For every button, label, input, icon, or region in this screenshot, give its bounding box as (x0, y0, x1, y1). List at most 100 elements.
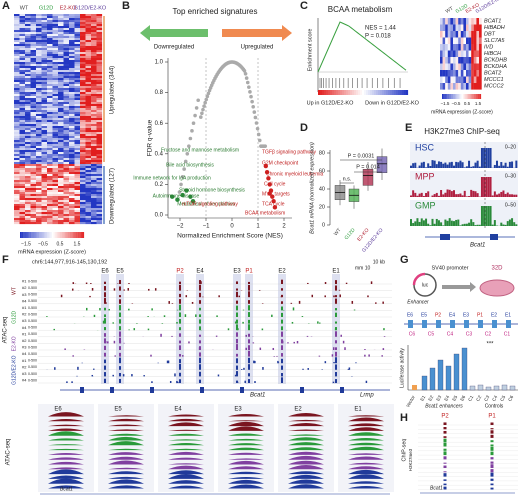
heatmap-cell (69, 30, 75, 33)
heatmap-cell (25, 56, 31, 59)
heatmap-cell (36, 48, 42, 51)
signal-bar (513, 222, 516, 226)
heatmap-cell (52, 76, 59, 79)
range-label: 0-500 (28, 345, 37, 349)
peak (105, 302, 107, 304)
heatmap-cell (19, 86, 26, 89)
peak (335, 347, 337, 350)
heatmap-cell (58, 96, 64, 99)
heatmap-cell (58, 210, 64, 213)
peak (381, 355, 383, 357)
heatmap-cell (74, 80, 81, 83)
heatmap-cell (25, 108, 31, 111)
peak (179, 284, 181, 291)
heatmap-cell (19, 42, 26, 45)
peak (199, 326, 201, 331)
heatmap-cell (25, 94, 31, 97)
heatmap-cell (85, 200, 92, 203)
heatmap-cell (74, 192, 81, 195)
heatmap-cell (47, 102, 53, 105)
heatmap-cell (36, 52, 42, 55)
label: Immune network for IgA production (133, 175, 211, 181)
peak (383, 336, 386, 337)
heatmap-cell (69, 82, 75, 85)
label: n.s. (343, 176, 352, 182)
heatmap-cell (91, 126, 97, 129)
peak (215, 335, 218, 337)
panel-title: BCAA metabolism (328, 5, 393, 14)
signal-bar (448, 218, 451, 226)
heatmap-cell (30, 204, 37, 207)
heatmap-cell (30, 174, 37, 177)
colorbar (74, 232, 77, 238)
heatmap-cell (52, 66, 59, 69)
signal-bar (431, 218, 434, 226)
heatmap-cell (96, 202, 103, 205)
heatmap-cell (58, 26, 64, 29)
point (177, 190, 182, 194)
heatmap-cell (74, 88, 81, 91)
heatmap-cell (69, 90, 75, 93)
heatmap-cell (63, 22, 70, 25)
heatmap-cell (25, 152, 31, 155)
heatmap-cell (63, 74, 70, 77)
rep-label: #4 (22, 298, 27, 303)
heatmap-cell (96, 20, 103, 23)
heatmap-cell (96, 106, 103, 109)
heatmap-cell (36, 24, 42, 27)
heatmap-cell (41, 186, 48, 189)
heatmap-cell (52, 86, 59, 89)
heatmap-cell (74, 66, 81, 69)
heatmap-cell (455, 18, 459, 25)
heatmap-cell (466, 18, 469, 25)
label: 0.5 (464, 101, 471, 106)
point (182, 167, 186, 171)
heatmap-cell (30, 36, 37, 39)
peak (119, 319, 121, 324)
heatmap-cell (80, 52, 86, 55)
heatmap-cell (445, 24, 448, 32)
heatmap-cell (440, 50, 443, 58)
heatmap-cell (80, 168, 86, 171)
heatmap-cell (25, 42, 31, 45)
heatmap-cell (80, 62, 86, 65)
heatmap-cell (440, 24, 443, 32)
colorbar (80, 232, 83, 238)
heatmap-cell (80, 156, 86, 159)
heatmap-cell (85, 84, 92, 87)
heatmap-cell (96, 52, 103, 55)
heatmap-cell (14, 142, 20, 145)
heatmap-cell (52, 34, 59, 37)
range-label: 0-500 (28, 312, 37, 316)
heatmap-cell (47, 134, 53, 137)
heatmap-cell (91, 66, 97, 69)
peak (318, 355, 321, 357)
signal-bar (493, 191, 496, 197)
point (196, 98, 200, 103)
heatmap-cell (14, 156, 20, 159)
heatmap-cell (41, 192, 48, 195)
heatmap-cell (458, 50, 461, 58)
peak (348, 415, 384, 417)
heatmap-cell (25, 112, 31, 115)
heatmap-cell (47, 206, 53, 209)
heatmap-cell (14, 128, 20, 131)
heatmap-cell (455, 70, 459, 77)
heatmap-cell (36, 128, 42, 131)
heatmap-cell (41, 24, 48, 27)
peak (86, 307, 88, 311)
heatmap-cell (466, 83, 469, 90)
heatmap-cell (52, 130, 59, 133)
heatmap-cell (52, 82, 59, 85)
heatmap-cell (91, 28, 97, 31)
label: 0–20 (505, 144, 516, 150)
heatmap-cell (458, 44, 461, 51)
peak (54, 367, 56, 370)
signal-bar (465, 196, 468, 197)
heatmap-cell (85, 62, 92, 65)
label: E6 (54, 407, 62, 413)
heatmap-cell (30, 98, 37, 101)
heatmap-cell (69, 218, 75, 221)
point (249, 94, 253, 99)
heatmap-cell (74, 146, 81, 149)
